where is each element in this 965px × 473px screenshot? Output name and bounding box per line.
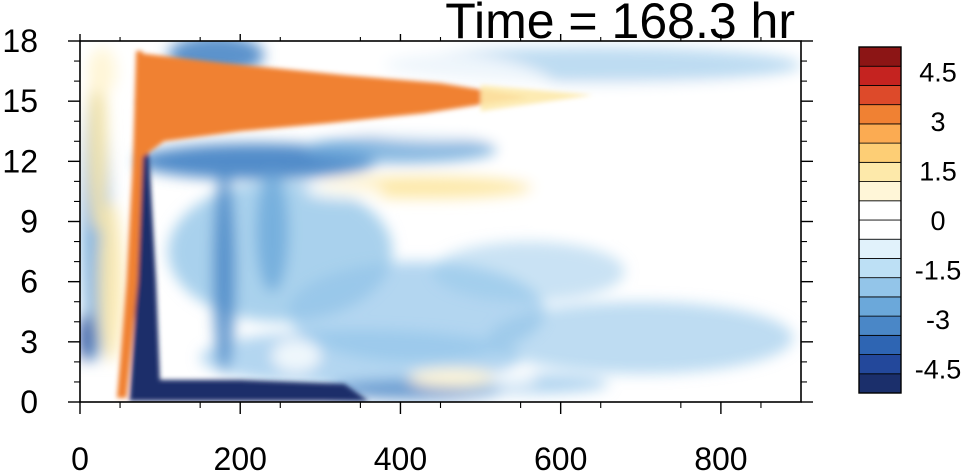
- left-positive-strip: [88, 51, 108, 232]
- negative-column: [256, 171, 289, 292]
- weak-blue-patch: [488, 301, 793, 374]
- colorbar-swatch: [858, 238, 902, 259]
- upper-band-tip: [480, 85, 593, 112]
- colorbar-frame: [858, 46, 902, 394]
- x-tick-label: 400: [374, 441, 427, 473]
- colorbar-label: -4.5: [915, 354, 962, 384]
- bottom-negative-band: [128, 379, 369, 401]
- negative-column: [212, 171, 236, 372]
- y-axis: 0 3 6 9 12 15 18: [2, 23, 813, 420]
- left-positive-strip: [97, 201, 124, 362]
- broad-weak-positive: [536, 185, 649, 226]
- heatmap-field: [80, 41, 801, 401]
- front-positive-ridge: [116, 51, 143, 398]
- colorbar-swatch: [858, 258, 902, 279]
- weak-blue-patch: [432, 241, 625, 302]
- colorbar-label: 0: [930, 206, 945, 236]
- colorbar-swatch: [858, 85, 902, 106]
- chart-title: Time = 168.3 hr: [445, 0, 795, 49]
- colorbar-label: -3: [926, 305, 950, 335]
- colorbar-swatch: [858, 161, 902, 182]
- colorbar-swatch: [858, 142, 902, 163]
- colorbar-swatch: [858, 296, 902, 317]
- weak-positive-patch: [272, 339, 321, 372]
- near-bottom-positive-patch: [408, 368, 497, 387]
- upper-positive-band: [137, 53, 529, 158]
- x-tick-label: 200: [214, 441, 267, 473]
- y-tick-label: 12: [2, 143, 38, 179]
- colorbar-swatch: [858, 46, 902, 67]
- colorbar: 4.5 3 1.5 0 -1.5 -3 -4.5: [858, 46, 962, 394]
- colorbar-swatch: [858, 277, 902, 298]
- colorbar-label: 3: [930, 107, 945, 137]
- colorbar-label: 1.5: [919, 157, 957, 187]
- x-tick-label: 600: [534, 441, 587, 473]
- negative-under-upper-band: [304, 135, 497, 164]
- mid-positive-streak: [304, 183, 385, 200]
- y-tick-label: 18: [2, 23, 38, 59]
- colorbar-label: -1.5: [915, 255, 962, 285]
- colorbar-swatch: [858, 104, 902, 125]
- x-tick-label: 800: [694, 441, 747, 473]
- near-bottom-positive-patch: [488, 373, 537, 386]
- negative-left-edge: [80, 313, 94, 362]
- x-axis: 0 200 400 600 800: [71, 34, 762, 473]
- colorbar-swatch: [858, 200, 902, 221]
- y-tick-label: 0: [20, 384, 38, 420]
- x-tick-label: 0: [71, 441, 89, 473]
- colorbar-swatch: [858, 315, 902, 336]
- left-positive-strip: [88, 47, 117, 96]
- colorbar-swatch: [858, 219, 902, 240]
- y-tick-label: 9: [20, 204, 38, 240]
- y-tick-label: 3: [20, 324, 38, 360]
- colorbar-swatch: [858, 334, 902, 355]
- colorbar-swatch: [858, 373, 902, 394]
- colorbar-swatch: [858, 65, 902, 86]
- y-tick-label: 6: [20, 264, 38, 300]
- colorbar-swatch: [858, 354, 902, 375]
- colorbar-swatch: [858, 123, 902, 144]
- colorbar-swatch: [858, 181, 902, 202]
- colorbar-label: 4.5: [919, 58, 957, 88]
- y-tick-label: 15: [2, 83, 38, 119]
